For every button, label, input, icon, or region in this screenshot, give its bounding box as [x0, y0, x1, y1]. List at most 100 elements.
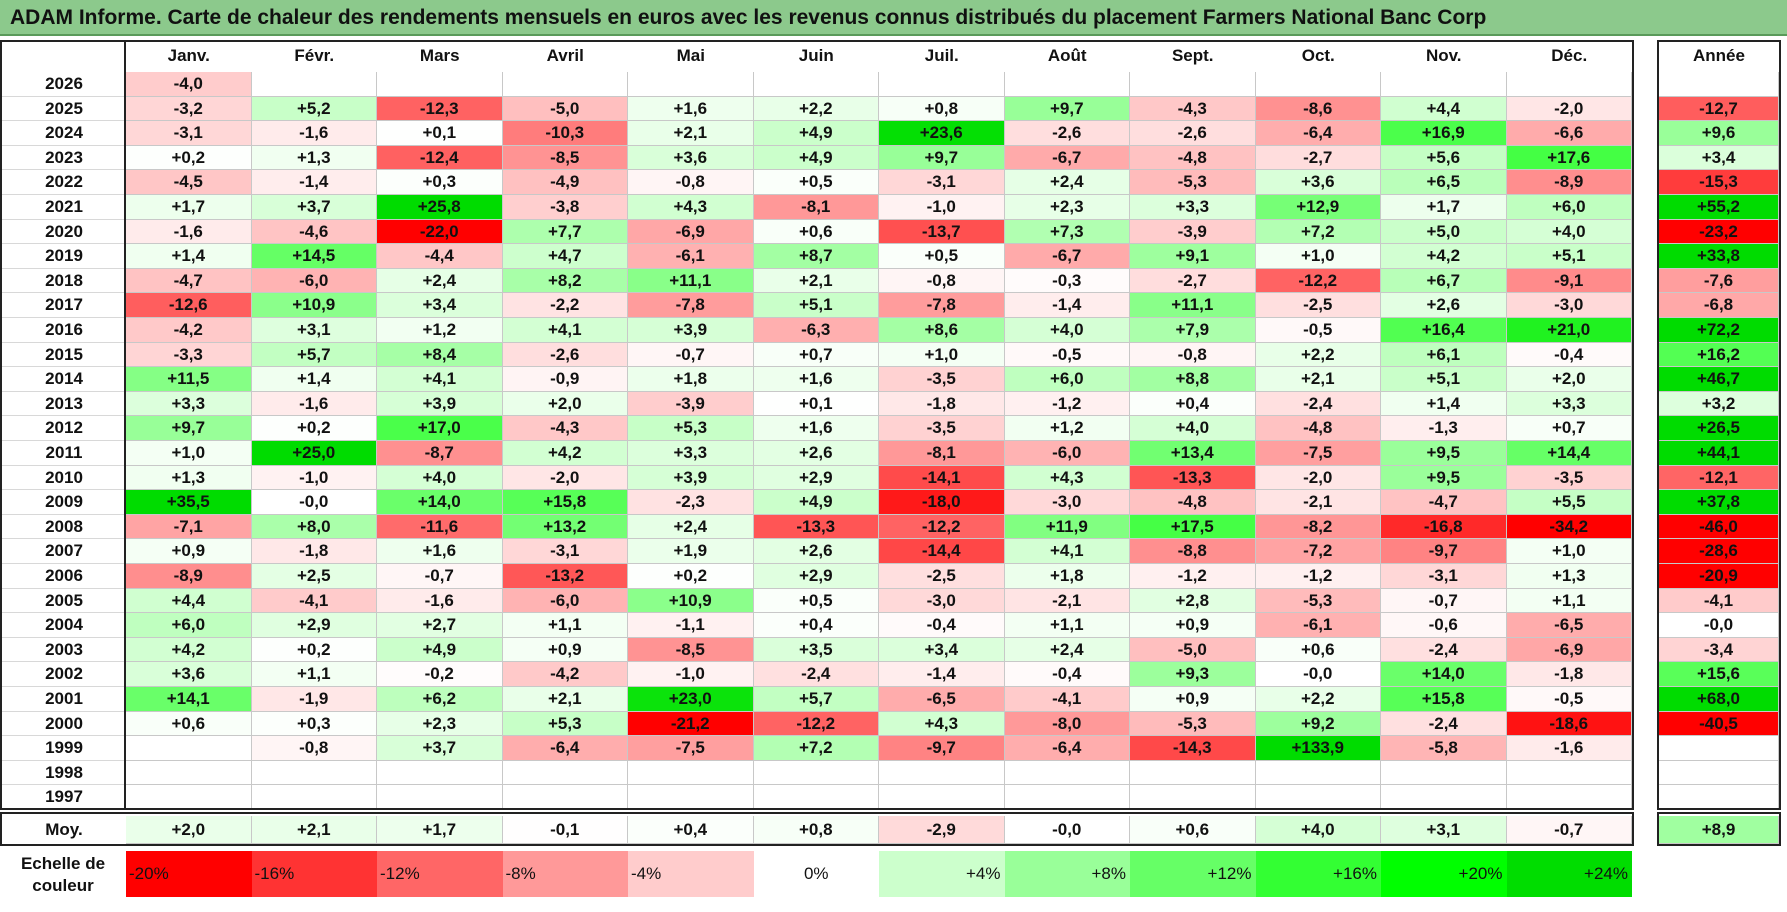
- heatmap-cell: +4,1: [1004, 539, 1130, 564]
- heatmap-cell: -6,7: [1004, 145, 1130, 171]
- heatmap-cell: +0,7: [1506, 416, 1632, 441]
- heatmap-cell: +1,7: [126, 195, 252, 220]
- heatmap-cell: [377, 760, 503, 786]
- year-label: 2017: [2, 293, 126, 318]
- heatmap-cell: -12,2: [1255, 268, 1381, 294]
- annual-cell: -4,1: [1659, 588, 1779, 614]
- year-label: 2014: [2, 367, 126, 392]
- heatmap-cell: -0,5: [1004, 342, 1130, 368]
- heatmap-cell: +133,9: [1255, 736, 1381, 761]
- heatmap-cell: [1381, 785, 1507, 810]
- average-cell: +0,4: [628, 816, 754, 844]
- heatmap-cell: -1,2: [1004, 391, 1130, 417]
- heatmap-cell: +9,7: [1004, 96, 1130, 122]
- annual-cell: [1659, 760, 1779, 786]
- color-scale-step: +8%: [1004, 851, 1130, 897]
- annual-cell: -0,0: [1659, 613, 1779, 638]
- heatmap-cell: -4,2: [502, 662, 628, 687]
- heatmap-cell: +1,1: [502, 613, 628, 638]
- annual-cell: -7,6: [1659, 268, 1779, 294]
- average-label: Moy.: [45, 820, 83, 839]
- heatmap-cell: -2,0: [1506, 96, 1632, 122]
- heatmap-cell: +4,2: [502, 441, 628, 466]
- heatmap-cell: +2,4: [377, 268, 503, 294]
- heatmap-cell: +4,9: [753, 121, 879, 146]
- heatmap-cell: -5,0: [1130, 637, 1256, 663]
- heatmap-cell: -2,0: [502, 465, 628, 491]
- heatmap-cell: +1,2: [1004, 416, 1130, 441]
- heatmap-cell: +5,6: [1381, 145, 1507, 171]
- heatmap-cell: -3,0: [879, 588, 1005, 614]
- heatmap-cell: -3,3: [126, 342, 252, 368]
- year-label: 2002: [2, 662, 126, 687]
- heatmap-cell: +2,1: [1255, 367, 1381, 392]
- heatmap-cell: -5,3: [1130, 170, 1256, 195]
- heatmap-cell: -4,7: [1381, 490, 1507, 515]
- month-header: Août: [1047, 46, 1087, 65]
- heatmap-cell: +2,5: [251, 564, 377, 589]
- heatmap-cell: +1,6: [628, 96, 754, 122]
- heatmap-cell: -9,7: [879, 736, 1005, 761]
- heatmap-cell: +4,2: [126, 637, 252, 663]
- heatmap-cell: +0,1: [753, 391, 879, 417]
- heatmap-cell: +3,3: [1506, 391, 1632, 417]
- heatmap-cell: +5,0: [1381, 219, 1507, 245]
- heatmap-cell: -1,4: [879, 662, 1005, 687]
- heatmap-cell: -13,3: [1130, 465, 1256, 491]
- heatmap-cell: +0,9: [126, 539, 252, 564]
- heatmap-cell: +4,7: [502, 244, 628, 269]
- heatmap-cell: +2,4: [628, 514, 754, 540]
- color-scale-step: -8%: [502, 851, 628, 897]
- heatmap-cell: +8,4: [377, 342, 503, 368]
- heatmap-cell: +3,7: [251, 195, 377, 220]
- heatmap-cell: -34,2: [1506, 514, 1632, 540]
- heatmap-cell: +5,1: [1381, 367, 1507, 392]
- heatmap-cell: -2,6: [1004, 121, 1130, 146]
- color-scale-label-line2: couleur: [32, 876, 94, 895]
- year-label: 2001: [2, 687, 126, 712]
- year-label: 1997: [2, 785, 126, 810]
- heatmap-cell: +14,4: [1506, 441, 1632, 466]
- heatmap-cell: +11,5: [126, 367, 252, 392]
- month-header: Avril: [546, 46, 584, 65]
- heatmap-cell: +2,3: [377, 711, 503, 737]
- heatmap-cell: +6,2: [377, 687, 503, 712]
- month-header: Déc.: [1551, 46, 1588, 65]
- heatmap-cell: -6,9: [628, 219, 754, 245]
- year-label: 2024: [2, 121, 126, 146]
- heatmap-cell: -6,1: [1255, 613, 1381, 638]
- heatmap-cell: -2,4: [1255, 391, 1381, 417]
- heatmap-cell: +1,3: [251, 145, 377, 171]
- heatmap-cell: +1,0: [1506, 539, 1632, 564]
- heatmap-cell: -10,3: [502, 121, 628, 146]
- heatmap-cell: -9,1: [1506, 268, 1632, 294]
- heatmap-cell: -6,5: [879, 687, 1005, 712]
- heatmap-cell: +4,4: [1381, 96, 1507, 122]
- month-header: Oct.: [1301, 46, 1335, 65]
- heatmap-cell: +1,2: [377, 318, 503, 343]
- heatmap-cell: -8,5: [628, 637, 754, 663]
- heatmap-cell: -2,0: [1255, 465, 1381, 491]
- heatmap-cell: +8,8: [1130, 367, 1256, 392]
- year-label: 2005: [2, 589, 126, 614]
- heatmap-cell: -2,4: [753, 662, 879, 687]
- heatmap-cell: +3,1: [251, 318, 377, 343]
- heatmap-cell: -3,1: [879, 170, 1005, 195]
- heatmap-cell: [502, 785, 628, 810]
- heatmap-cell: -12,4: [377, 145, 503, 171]
- heatmap-cell: -4,6: [251, 219, 377, 245]
- heatmap-cell: -1,0: [879, 195, 1005, 220]
- heatmap-cell: [628, 72, 754, 97]
- annual-cell: -3,4: [1659, 637, 1779, 663]
- heatmap-cell: +0,6: [753, 219, 879, 245]
- heatmap-cell: -1,2: [1255, 564, 1381, 589]
- heatmap-cell: +1,1: [1004, 613, 1130, 638]
- heatmap-cell: -0,0: [1255, 662, 1381, 687]
- heatmap-cell: -7,5: [628, 736, 754, 761]
- heatmap-cell: -6,5: [1506, 613, 1632, 638]
- heatmap-cell: -0,0: [251, 490, 377, 515]
- heatmap-cell: +6,0: [1506, 195, 1632, 220]
- annual-cell: -23,2: [1659, 219, 1779, 245]
- heatmap-cell: -5,3: [1255, 588, 1381, 614]
- heatmap-cell: +3,4: [879, 637, 1005, 663]
